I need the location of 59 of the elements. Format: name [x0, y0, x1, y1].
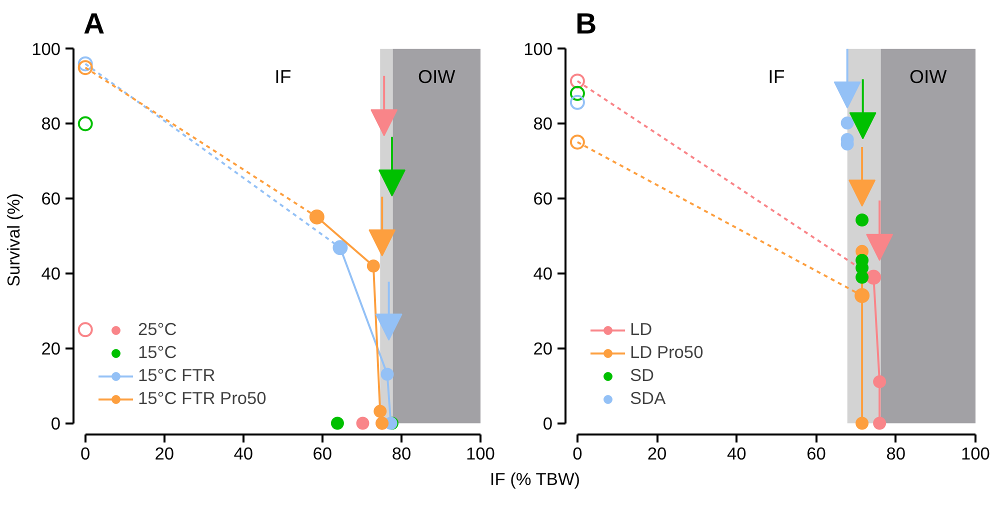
x-tick-label: 80	[392, 444, 412, 464]
x-tick-label: 20	[154, 444, 174, 464]
legend-label: LD Pro50	[630, 342, 704, 363]
y-tick-label: 100	[524, 38, 553, 59]
point	[78, 322, 93, 338]
x-tick-label: 80	[886, 444, 906, 464]
y-tick-label: 0	[542, 413, 553, 434]
x-tick-label: 0	[80, 444, 90, 464]
legend-label: 15°C FTR	[138, 365, 216, 386]
x-tick-label: 60	[806, 444, 826, 464]
point	[856, 416, 869, 430]
point	[380, 368, 394, 381]
x-tick-label: 40	[727, 444, 746, 464]
y-tick-label: 80	[533, 114, 553, 134]
y-tick-label: 20	[41, 338, 61, 358]
y-tick-label: 0	[50, 413, 61, 434]
point	[374, 404, 387, 418]
point	[78, 60, 93, 76]
band-label: OIW	[418, 66, 456, 88]
point	[330, 416, 344, 430]
y-tick-label: 60	[533, 188, 553, 209]
point	[856, 270, 869, 284]
point	[856, 213, 869, 226]
legend-label: SD	[630, 365, 654, 386]
y-tick-label: 100	[32, 38, 61, 59]
y-tick-label: 40	[41, 264, 61, 284]
x-tick-label: 100	[961, 444, 990, 464]
point	[570, 74, 585, 89]
point	[366, 260, 380, 273]
band-label: OIW	[909, 66, 948, 88]
annotation: IF	[768, 66, 785, 88]
annotation: IF	[274, 66, 292, 88]
point	[570, 134, 585, 150]
y-tick-label: 40	[533, 264, 553, 284]
x-tick-label: 100	[466, 444, 495, 464]
chart-title: A	[84, 8, 105, 40]
point	[840, 116, 854, 130]
y-tick-label: 60	[41, 188, 61, 209]
y-axis-title: Survival (%)	[4, 193, 24, 287]
y-tick-label: 80	[41, 114, 61, 134]
x-axis-title: IF (% TBW)	[488, 468, 582, 491]
point	[570, 94, 585, 110]
legend-label: 15°C	[138, 342, 177, 363]
point	[78, 56, 93, 72]
point	[873, 375, 886, 388]
x-tick-label: 60	[312, 444, 332, 464]
legend-label: 25°C	[138, 319, 177, 340]
legend-label: LD	[630, 319, 652, 340]
x-tick-label: 40	[234, 444, 254, 464]
point	[570, 86, 585, 101]
legend-label: 15°C FTR Pro50	[138, 388, 266, 409]
chart-title: B	[576, 8, 597, 40]
y-tick-label: 20	[533, 338, 553, 358]
x-tick-label: 0	[572, 444, 582, 464]
point	[356, 416, 370, 430]
legend-label: SDA	[630, 388, 666, 409]
x-tick-label: 20	[647, 444, 667, 464]
point	[78, 116, 93, 132]
point	[873, 416, 886, 430]
